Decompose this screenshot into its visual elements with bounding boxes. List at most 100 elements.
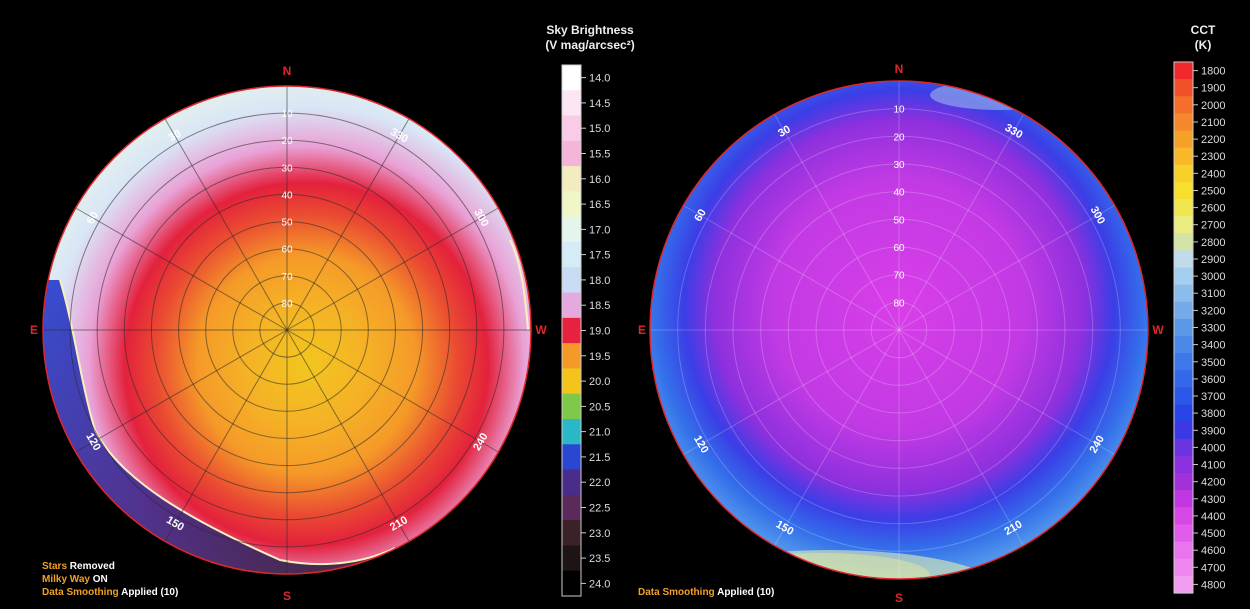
altitude-label: 70: [893, 271, 905, 282]
dir-north: N: [283, 64, 292, 78]
colorbar-swatch: [1174, 370, 1193, 389]
legend-unit: (V mag/arcsec²): [545, 38, 634, 52]
dir-south: S: [895, 591, 903, 605]
altitude-label: 30: [893, 160, 905, 171]
colorbar-tick-label: 3100: [1201, 288, 1225, 300]
colorbar-swatch: [562, 90, 581, 117]
azimuth-spoke: [898, 205, 1115, 331]
colorbar-swatch: [562, 166, 581, 193]
colorbar-swatch: [1174, 113, 1193, 132]
colorbar-swatch: [1174, 541, 1193, 560]
colorbar-tick-label: 1900: [1201, 83, 1225, 95]
colorbar-swatch: [1174, 575, 1193, 594]
dir-east: E: [638, 323, 646, 337]
colorbar-tick-label: 23.5: [589, 553, 610, 565]
colorbar-tick-label: 4600: [1201, 545, 1225, 557]
colorbar-swatch: [562, 494, 581, 521]
altitude-label: 20: [281, 136, 293, 147]
colorbar-tick-label: 4700: [1201, 562, 1225, 574]
altitude-label: 50: [893, 215, 905, 226]
colorbar-tick-label: 17.5: [589, 250, 610, 262]
altitude-ring: [815, 246, 983, 414]
colorbar-ticks: 1800 1900 2000 2100 2200 2300 2400 2500 2600 2700…: [1193, 66, 1225, 591]
colorbar-swatch: [1174, 284, 1193, 303]
colorbar-tick-label: 3500: [1201, 357, 1225, 369]
polar-grid: [650, 81, 1148, 579]
colorbar-swatch: [1174, 524, 1193, 543]
colorbar-swatch: [1174, 318, 1193, 337]
cct-north-light: [930, 81, 1070, 110]
azimuth-label: 60: [85, 210, 102, 227]
azimuth-spoke: [75, 207, 288, 331]
altitude-ring: [787, 218, 1011, 442]
colorbar-swatch: [562, 469, 581, 496]
colorbar-tick-label: 23.0: [589, 528, 610, 540]
note-smoothing-key: Data Smoothing: [638, 587, 715, 598]
colorbar-swatch: [562, 115, 581, 142]
altitude-label: 40: [893, 188, 905, 199]
altitude-label: 70: [281, 272, 293, 283]
altitude-label: 50: [281, 218, 293, 229]
colorbar-tick-label: 22.5: [589, 503, 610, 515]
colorbar-tick-label: 24.0: [589, 578, 610, 590]
colorbar-swatch: [562, 570, 581, 597]
colorbar-swatch: [562, 65, 581, 91]
note-stars-value: Removed: [70, 561, 115, 572]
colorbar-tick-label: 14.0: [589, 73, 610, 85]
colorbar-tick-label: 16.0: [589, 174, 610, 186]
colorbar-tick-label: 3400: [1201, 340, 1225, 352]
colorbar-swatch: [1174, 267, 1193, 286]
colorbar-tick-label: 18.0: [589, 275, 610, 287]
colorbar-swatch: [1174, 62, 1193, 80]
altitude-ring: [760, 191, 1038, 469]
plot-outline: [42, 85, 532, 575]
azimuth-spoke: [683, 329, 900, 455]
altitude-label: 30: [281, 163, 293, 174]
colorbar-swatch: [562, 520, 581, 547]
colorbar-swatch: [1174, 199, 1193, 217]
horizon-outline-west: [509, 239, 529, 331]
colorbar-tick-label: 17.0: [589, 224, 610, 236]
azimuth-spoke: [898, 114, 1024, 331]
colorbar: [1174, 62, 1193, 594]
azimuth-spoke: [898, 329, 1024, 546]
polar-grid: [43, 86, 531, 574]
colorbar-tick-label: 21.5: [589, 452, 610, 464]
notes-left: Stars Removed Milky Way ON Data Smoothin…: [42, 561, 178, 598]
horizon-outline: [59, 279, 396, 566]
colorbar-swatch: [1174, 147, 1193, 166]
altitude-ring: [843, 274, 955, 386]
colorbar-swatch: [1174, 353, 1193, 371]
colorbar-tick-label: 4000: [1201, 442, 1225, 454]
cct-disc: [650, 81, 1148, 579]
azimuth-spoke: [286, 118, 410, 331]
colorbar-tick-label: 19.5: [589, 351, 610, 363]
dir-west: W: [1152, 323, 1164, 337]
sky-brightness-legend: Sky Brightness (V mag/arcsec²) 14.014.51…: [545, 23, 635, 597]
colorbar-tick-label: 4400: [1201, 511, 1225, 523]
colorbar-tick-label: 2200: [1201, 134, 1225, 146]
colorbar-swatch: [1174, 490, 1193, 508]
colorbar-swatch: [1174, 455, 1193, 474]
colorbar-swatch: [562, 267, 581, 294]
colorbar-swatch: [562, 140, 581, 167]
colorbar-tick-label: 4300: [1201, 494, 1225, 506]
colorbar-tick-label: 15.5: [589, 149, 610, 161]
legend-title: CCT: [1191, 23, 1216, 37]
altitude-labels: 80 70 60 50 40 30 20 10: [893, 105, 905, 310]
azimuth-spoke: [286, 329, 410, 542]
altitude-labels: 80 70 60 50 40 30 20 10: [281, 109, 293, 310]
colorbar-swatch: [1174, 507, 1193, 526]
legend-title: Sky Brightness: [546, 23, 634, 37]
colorbar-swatch: [1174, 421, 1193, 440]
altitude-ring: [677, 108, 1121, 552]
note-smoothing-key: Data Smoothing: [42, 587, 119, 598]
colorbar-tick-label: 3300: [1201, 323, 1225, 335]
altitude-label: 10: [281, 109, 293, 120]
note-stars-key: Stars: [42, 561, 67, 572]
note-milkyway-key: Milky Way: [42, 574, 90, 585]
colorbar-tick-label: 3600: [1201, 374, 1225, 386]
dir-west: W: [535, 323, 547, 337]
dir-east: E: [30, 323, 38, 337]
